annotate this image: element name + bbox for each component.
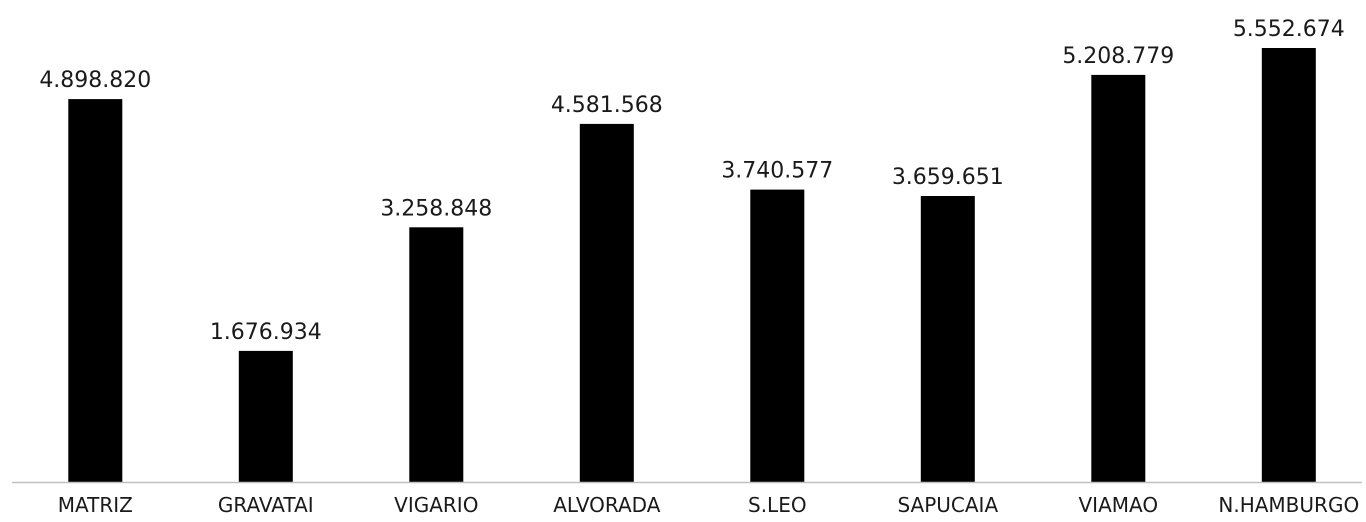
value-label: 3.740.577: [721, 159, 833, 184]
bar-s-leo: [750, 189, 805, 482]
bar-vigario: [409, 227, 464, 482]
bars-group: [68, 48, 1316, 483]
value-label: 4.581.568: [551, 93, 663, 118]
bar-viamao: [1091, 74, 1146, 483]
category-label: S.LEO: [748, 493, 807, 517]
value-label: 5.208.779: [1062, 44, 1174, 69]
category-label: VIAMAO: [1079, 493, 1159, 517]
bar-gravatai: [238, 350, 293, 482]
bar-alvorada: [579, 123, 634, 483]
value-label: 3.258.848: [380, 196, 492, 221]
category-label: ALVORADA: [553, 493, 661, 517]
category-label: SAPUCAIA: [897, 493, 998, 517]
category-labels-group: MATRIZ GRAVATAI VIGARIO ALVORADA S.LEO SAPUCA…: [58, 493, 1359, 517]
category-label: GRAVATAI: [218, 493, 314, 517]
value-label: 4.898.820: [39, 68, 151, 93]
category-label: N.HAMBURGO: [1218, 493, 1359, 517]
category-label: VIGARIO: [394, 493, 478, 517]
bar-matriz: [68, 99, 123, 482]
bar-sapucaia: [920, 196, 975, 482]
value-labels-group: 4.898.820 1.676.934 3.258.848 4.581.568 3.74…: [39, 17, 1344, 345]
value-label: 5.552.674: [1233, 17, 1345, 42]
category-label: MATRIZ: [58, 493, 133, 517]
value-label: 1.676.934: [210, 320, 322, 345]
value-label: 3.659.651: [892, 165, 1004, 190]
bar-n-hamburgo: [1261, 48, 1316, 482]
